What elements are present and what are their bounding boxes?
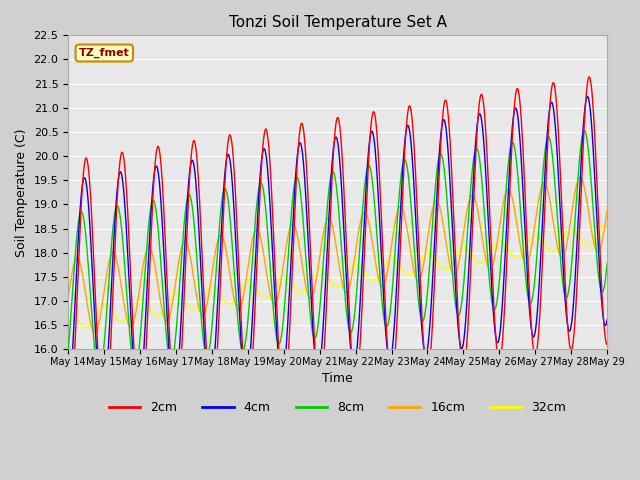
Text: TZ_fmet: TZ_fmet [79, 48, 130, 58]
Legend: 2cm, 4cm, 8cm, 16cm, 32cm: 2cm, 4cm, 8cm, 16cm, 32cm [104, 396, 572, 420]
Title: Tonzi Soil Temperature Set A: Tonzi Soil Temperature Set A [228, 15, 447, 30]
Y-axis label: Soil Temperature (C): Soil Temperature (C) [15, 128, 28, 257]
X-axis label: Time: Time [323, 372, 353, 385]
